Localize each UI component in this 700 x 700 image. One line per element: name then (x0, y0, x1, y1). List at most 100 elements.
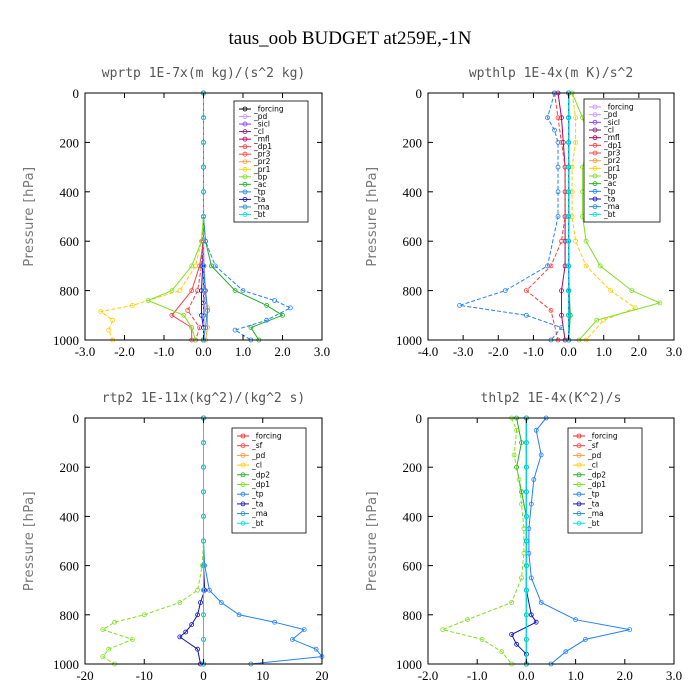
data-point-bt (201, 263, 206, 269)
data-point-dp1 (562, 164, 568, 170)
legend-marker (240, 472, 246, 478)
data-point-ta (533, 619, 539, 625)
legend-entry: _forcing (587, 432, 618, 441)
x-tick-label: 20 (316, 668, 329, 683)
data-point-bt (201, 238, 206, 244)
data-point-ta (177, 634, 183, 640)
legend-entry: _bt (587, 519, 600, 528)
plot-frame (427, 92, 675, 341)
x-tick-label: 1.0 (596, 344, 612, 359)
legend-entry: _tp (587, 490, 600, 499)
series-line-dp1 (101, 418, 204, 665)
legend: _forcing_pd_sicl_cl_mfl_dp1_pr3_pr2_pr1_… (583, 98, 661, 223)
data-point-bt (201, 514, 206, 519)
series-line-pr1 (571, 92, 637, 341)
legend-marker (242, 204, 248, 210)
legend-marker (592, 158, 598, 164)
data-point-dp2 (519, 440, 524, 446)
data-point-pr1 (583, 263, 589, 269)
legend-entry: _ta (251, 499, 263, 508)
legend-marker (592, 119, 598, 125)
data-point-bt (566, 139, 571, 145)
x-tick-label: -2.0 (418, 668, 439, 683)
data-point-bp (657, 300, 663, 306)
legend-marker (240, 462, 246, 468)
panel-title: wpthlp 1E-4x(m K)/s^2 (469, 66, 633, 81)
legend: _forcing_sf_pd_cl_dp2_dp1_tp_ta_ma_bt (231, 427, 307, 534)
data-point-ac (232, 288, 238, 294)
legend-marker (592, 142, 598, 148)
y-tick-label: 600 (60, 234, 80, 249)
data-point-tp (289, 637, 295, 642)
data-point-pr1 (569, 189, 575, 195)
y-tick-label: 600 (60, 559, 80, 574)
data-point-tp (206, 587, 212, 593)
y-axis-label: Pressure [hPa] (365, 166, 380, 266)
data-point-dp1 (514, 427, 519, 433)
data-point-bp (583, 238, 589, 244)
data-point-tp (538, 452, 544, 458)
data-point-bt (524, 464, 529, 470)
legend-marker (242, 196, 248, 202)
y-tick-label: 0 (73, 411, 80, 426)
legend-entry: _ac (603, 179, 616, 188)
data-point-bt (524, 637, 529, 642)
legend-marker (576, 452, 582, 458)
data-point-bt (201, 489, 206, 495)
legend-entry: _sicl (253, 120, 270, 129)
legend-marker (240, 511, 246, 516)
y-tick-label: 200 (60, 460, 80, 475)
data-point-tp (528, 501, 534, 507)
y-tick-label: 600 (403, 234, 423, 249)
data-point-dp1 (559, 238, 564, 244)
data-point-tp (236, 612, 242, 618)
data-point-pr1 (193, 263, 199, 269)
x-tick-label: 0.0 (518, 668, 534, 683)
data-point-bt (201, 612, 206, 618)
legend-marker (242, 174, 248, 180)
data-point-bp (594, 317, 600, 323)
y-tick-label: 1000 (53, 333, 79, 348)
series-line-bp (146, 93, 204, 341)
data-point-bt (201, 115, 206, 121)
y-tick-label: 800 (403, 284, 423, 299)
data-point-pr1 (129, 302, 135, 308)
legend-entry: _sf (251, 441, 263, 450)
data-point-tp (301, 627, 307, 632)
data-point-bt (566, 214, 571, 219)
data-point-bt (566, 288, 571, 294)
x-tick-label: 0 (200, 668, 207, 683)
legend-entry: _dp1 (603, 141, 622, 150)
legend-marker (592, 104, 598, 110)
data-point-bp (145, 298, 151, 303)
data-point-dp1 (511, 452, 517, 458)
legend-entry: _dp1 (587, 480, 606, 489)
x-tick-label: -1.0 (523, 344, 544, 359)
chart-panel-4: thlp2 1E-4x(K^2)/s Pressure [hPa] -2.0 -1.0… (365, 391, 682, 683)
figure-title: taus_oob BUDGET at259E,-1N (229, 28, 472, 49)
data-point-pr1 (573, 115, 578, 121)
legend-marker (592, 112, 598, 118)
data-point-bp (181, 312, 187, 318)
legend-marker (592, 204, 598, 210)
legend-marker (592, 165, 598, 171)
data-point-bt (201, 538, 206, 544)
legend-marker (242, 151, 248, 157)
legend-entry: _dp2 (587, 470, 606, 479)
data-point-bp (629, 288, 635, 294)
data-point-tp (538, 600, 544, 605)
data-point-dp1 (129, 637, 135, 642)
data-point-mfl (559, 312, 564, 318)
y-tick-label: 1000 (396, 657, 422, 672)
legend-entry: _dp2 (251, 470, 270, 479)
data-point-bt (201, 587, 206, 593)
x-tick-label: -2.0 (114, 344, 135, 359)
y-tick-label: 0 (73, 86, 80, 101)
y-tick-label: 800 (60, 608, 80, 623)
data-point-ta (195, 646, 201, 652)
data-point-dp1 (519, 501, 524, 507)
y-tick-label: 400 (403, 185, 423, 200)
x-tick-label: -2.0 (488, 344, 509, 359)
data-point-bp (169, 288, 175, 294)
chart-panel-3: rtp2 1E-11x(kg^2)/(kg^2 s) Pressure [hPa]… (22, 391, 329, 683)
